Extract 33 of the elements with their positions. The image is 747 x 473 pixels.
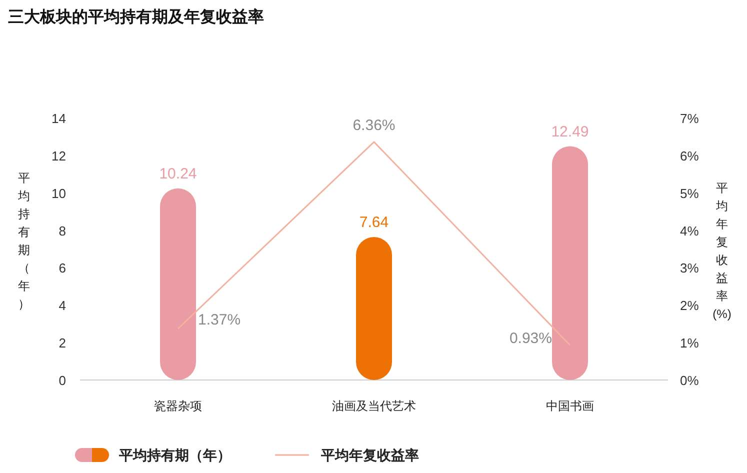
x-tick-label: 油画及当代艺术 [332,399,416,413]
y2-tick-label: 5% [680,186,700,201]
y2-tick-label: 6% [680,148,700,164]
data-label: 0.93% [509,330,552,348]
y2-tick-label: 1% [680,336,700,351]
legend-label: 平均年复收益率 [320,447,419,463]
x-tick-label: 中国书画 [546,399,594,413]
legend-label: 平均持有期（年） [118,447,231,463]
y2-tick-label: 4% [680,223,700,238]
y2-tick-label: 0% [680,373,700,388]
y-tick-label: 6 [58,260,66,276]
bar [552,146,588,380]
y2-tick-label: 2% [680,298,700,314]
y2-tick-label: 3% [680,260,700,276]
chart-title: 三大板块的平均持有期及年复收益率 [8,7,264,26]
y2-tick-label: 7% [680,111,700,126]
bar [356,237,392,380]
y2-axis-title: 平均年复收益率(%) [712,181,732,321]
data-label: 7.64 [359,214,389,232]
bar [160,188,196,380]
y-tick-label: 14 [52,111,66,126]
y-axis-title: 平均持有期（年） [17,171,30,311]
y-tick-label: 2 [58,336,66,351]
data-label: 1.37% [198,312,241,329]
data-label: 6.36% [352,116,396,134]
x-tick-label: 瓷器杂项 [154,399,202,413]
y-tick-label: 12 [52,148,66,164]
data-label: 10.24 [159,165,197,182]
y-tick-label: 10 [52,186,66,201]
y-tick-label: 4 [58,298,66,314]
y-tick-label: 8 [58,223,66,238]
y-tick-label: 0 [58,373,66,388]
data-label: 12.49 [551,123,589,140]
